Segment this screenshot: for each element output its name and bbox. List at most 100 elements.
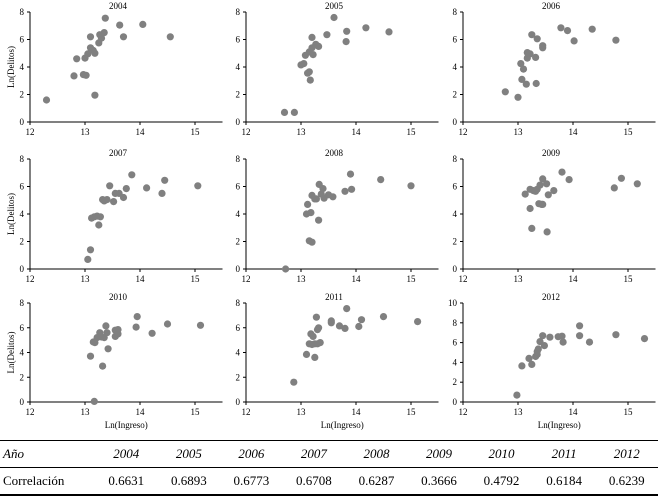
data-point	[86, 33, 95, 41]
data-point	[341, 187, 349, 195]
y-tick-label: 2	[453, 377, 458, 387]
data-point	[282, 265, 290, 273]
y-axis-label: Ln(Delitos)	[6, 193, 16, 235]
x-tick-label: 15	[191, 407, 201, 417]
data-point	[543, 228, 551, 236]
data-point	[133, 313, 141, 321]
y-tick-label: 0	[236, 117, 241, 127]
chart-title: 2011	[325, 292, 343, 302]
data-point	[312, 195, 320, 203]
data-point	[565, 176, 573, 184]
data-point	[128, 171, 136, 179]
x-tick-label: 14	[569, 407, 579, 417]
data-point	[86, 352, 95, 360]
table-header-row: Año 2004 2005 2006 2007 2008 2009 2010 2…	[0, 440, 658, 468]
data-point	[513, 391, 521, 399]
data-point	[414, 318, 422, 326]
data-point	[533, 35, 541, 43]
y-tick-label: 6	[453, 338, 458, 348]
data-point	[290, 378, 298, 386]
data-point	[519, 65, 528, 73]
data-point	[521, 190, 529, 198]
chart-title: 2005	[325, 1, 344, 11]
scatter-plot: 2007 0 2 4 6 8 12 13 14 15 Ln(Delitos)	[6, 148, 223, 284]
data-point	[106, 182, 114, 190]
data-point	[163, 320, 172, 328]
x-tick-label: 15	[624, 127, 634, 137]
data-point	[518, 362, 526, 370]
y-tick-label: 0	[453, 264, 458, 274]
data-point	[357, 316, 366, 324]
data-point	[309, 332, 317, 340]
data-point	[327, 317, 335, 325]
y-tick-label: 4	[453, 62, 458, 72]
data-point	[563, 27, 572, 35]
x-axis-label: Ln(Ingreso)	[105, 420, 148, 430]
data-point	[308, 33, 316, 42]
data-point	[539, 200, 547, 208]
data-point	[558, 168, 566, 176]
data-point	[96, 213, 104, 221]
x-tick-label: 14	[136, 407, 146, 417]
y-tick-label: 0	[236, 397, 241, 407]
y-tick-label: 8	[453, 318, 458, 328]
y-tick-label: 6	[20, 35, 25, 45]
x-tick-label: 12	[26, 407, 35, 417]
data-point	[612, 36, 620, 44]
y-tick-label: 0	[20, 397, 25, 407]
x-tick-label: 13	[81, 127, 91, 137]
x-tick-label: 15	[624, 407, 634, 417]
data-point	[343, 305, 351, 313]
data-point	[385, 28, 393, 36]
scatter-plot: 2011 0 2 4 6 8 12 13 14 15 Ln(Ingreso)	[236, 292, 439, 430]
data-point	[407, 182, 415, 190]
data-point	[612, 331, 620, 339]
data-point	[82, 71, 90, 79]
y-tick-label: 8	[20, 154, 25, 164]
data-point	[341, 324, 349, 332]
data-point	[522, 80, 530, 88]
x-tick-label: 15	[624, 274, 634, 284]
scatter-panel-2009: 2009 0 2 4 6 8 12 13 14 15	[433, 147, 660, 287]
data-point	[91, 91, 99, 99]
data-point	[86, 246, 95, 254]
data-point	[312, 313, 320, 321]
x-tick-label: 13	[81, 274, 91, 284]
correlation-2006: 0.6773	[233, 473, 270, 488]
data-point	[528, 224, 536, 232]
data-point	[329, 193, 337, 201]
chart-title: 2008	[325, 148, 344, 158]
y-tick-label: 8	[453, 154, 458, 164]
data-point	[617, 174, 625, 182]
y-tick-label: 0	[453, 397, 458, 407]
y-tick-label: 0	[236, 264, 241, 274]
y-tick-label: 2	[236, 372, 241, 382]
scatter-plot: 2004 0 2 4 6 8 12 13 14 15 Ln(Delitos)	[6, 1, 223, 137]
y-tick-label: 2	[236, 90, 241, 100]
data-point	[103, 329, 111, 337]
data-point	[534, 345, 542, 353]
x-tick-label: 13	[297, 274, 307, 284]
data-point	[335, 322, 344, 330]
data-point	[90, 397, 98, 405]
data-point	[304, 200, 312, 208]
y-tick-label: 4	[236, 62, 241, 72]
data-point	[311, 353, 319, 361]
correlation-2010: 0.4792	[483, 473, 520, 488]
data-point	[526, 204, 534, 213]
correlation-2012: 0.6239	[608, 473, 645, 488]
data-point	[543, 180, 551, 188]
scatter-panel-2011: 2011 0 2 4 6 8 12 13 14 15 Ln(Ingreso)	[216, 291, 443, 431]
y-tick-label: 6	[236, 35, 241, 45]
y-tick-label: 2	[236, 237, 241, 247]
data-point	[501, 88, 509, 96]
y-tick-label: 6	[453, 182, 458, 192]
data-point	[308, 238, 316, 246]
x-tick-label: 12	[242, 274, 251, 284]
correlation-2005: 0.6893	[170, 473, 207, 488]
data-point	[576, 322, 584, 330]
y-tick-label: 8	[20, 298, 25, 308]
data-point	[70, 72, 78, 80]
data-point	[97, 34, 106, 42]
year-2005: 2005	[175, 446, 202, 461]
